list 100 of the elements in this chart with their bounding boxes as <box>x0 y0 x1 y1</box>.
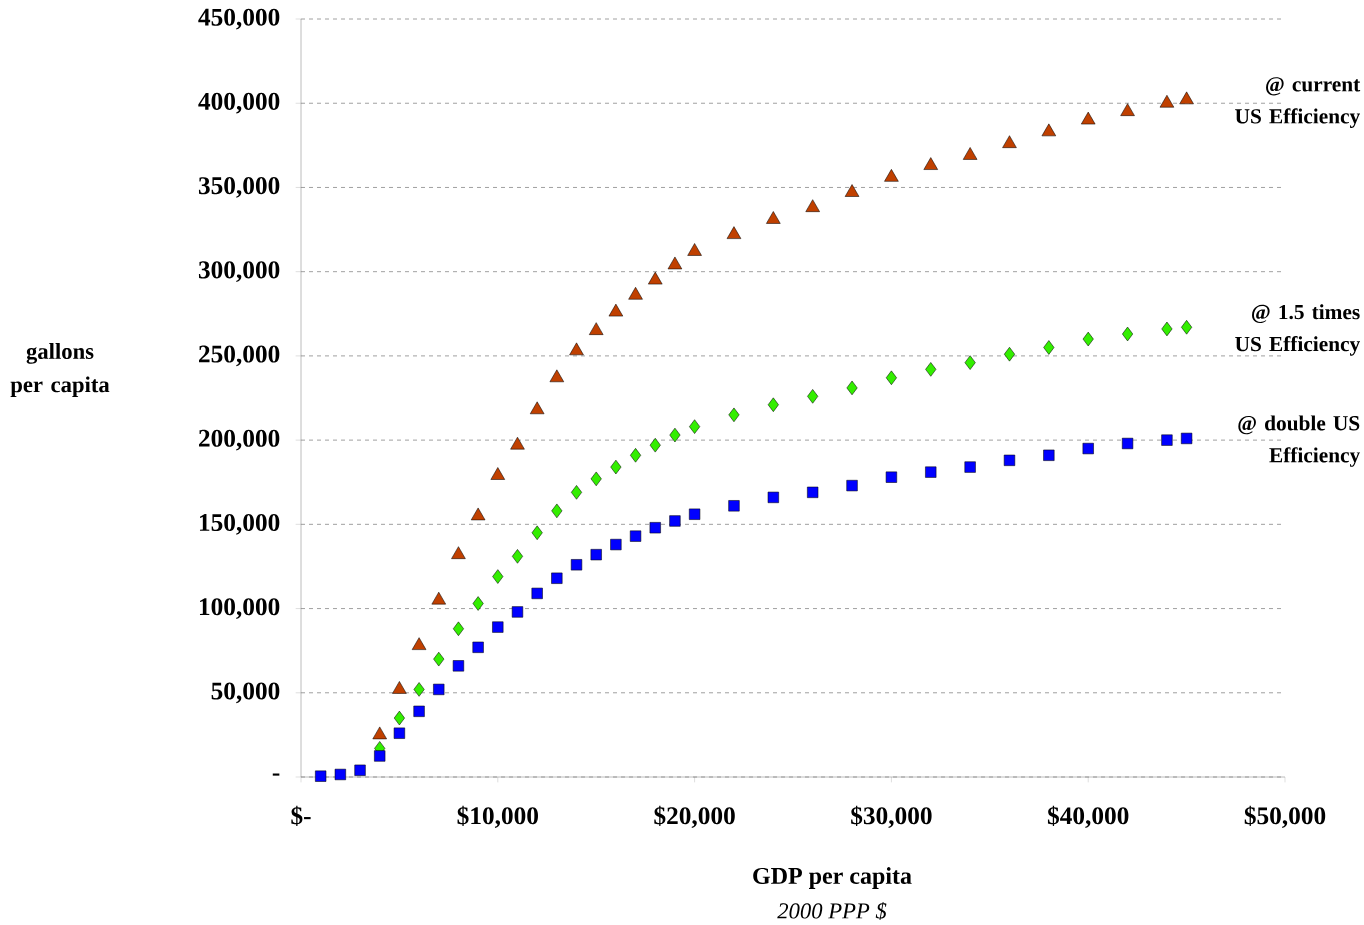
point <box>492 569 504 584</box>
point <box>490 467 505 480</box>
point <box>1122 326 1134 342</box>
point <box>610 459 622 475</box>
point <box>374 750 386 762</box>
point <box>393 710 405 726</box>
point <box>1043 449 1055 461</box>
point <box>964 461 976 473</box>
y-tick-label: 150,000 <box>199 513 280 535</box>
point <box>470 507 486 521</box>
point <box>962 147 978 160</box>
point <box>1004 347 1015 362</box>
point <box>846 480 858 492</box>
point <box>551 503 563 519</box>
point <box>689 508 701 520</box>
point <box>728 500 740 512</box>
point <box>628 286 643 300</box>
point <box>492 621 504 633</box>
point <box>571 485 582 500</box>
y-tick-label: 350,000 <box>198 177 280 198</box>
point <box>529 401 545 415</box>
point <box>923 157 938 170</box>
point <box>472 596 484 611</box>
point <box>885 471 898 483</box>
point <box>925 466 937 478</box>
point <box>1179 91 1194 105</box>
y-tick-label: 50,000 <box>211 682 280 704</box>
point <box>767 397 779 412</box>
point <box>393 727 406 739</box>
y-tick-label: 200,000 <box>199 429 280 451</box>
point <box>1161 321 1173 337</box>
point <box>1041 123 1057 137</box>
point <box>807 486 819 498</box>
point <box>964 355 976 370</box>
point <box>433 683 445 696</box>
point <box>630 448 642 463</box>
point <box>452 621 464 636</box>
point <box>807 389 819 404</box>
point <box>648 271 663 285</box>
point <box>1081 111 1096 125</box>
y-tick-label: 450,000 <box>198 8 280 30</box>
point <box>590 549 602 561</box>
point <box>689 419 701 434</box>
point <box>1120 103 1135 116</box>
x-tick-label: $50,000 <box>1244 805 1326 828</box>
y-tick-label: - <box>272 773 280 776</box>
point <box>433 651 445 667</box>
point <box>726 226 742 239</box>
point <box>767 491 779 503</box>
point <box>472 641 484 653</box>
point <box>334 768 346 781</box>
point <box>925 362 937 377</box>
point <box>451 546 466 559</box>
point <box>510 436 525 450</box>
point <box>531 525 543 540</box>
point <box>629 530 642 542</box>
x-tick-label: $40,000 <box>1047 805 1129 828</box>
x-tick-label: $20,000 <box>654 805 735 828</box>
point <box>884 169 899 182</box>
point <box>413 705 425 717</box>
point <box>1082 442 1094 455</box>
series-label: @ current US Efficiency <box>1235 77 1361 128</box>
y-axis-title: gallons per capita <box>10 343 110 397</box>
point <box>549 369 565 383</box>
point <box>354 764 366 776</box>
point <box>1043 340 1055 355</box>
point <box>1003 454 1016 466</box>
point <box>885 370 897 385</box>
point <box>1181 320 1193 335</box>
text: 2000 PPP $ <box>777 901 887 921</box>
point <box>728 407 740 423</box>
point <box>846 380 858 396</box>
point <box>610 538 622 551</box>
point <box>649 437 661 453</box>
point <box>805 199 820 212</box>
point <box>608 303 624 317</box>
y-tick-label: 250,000 <box>199 345 280 367</box>
y-tick-label: 400,000 <box>198 92 280 114</box>
text: @ 1.5 times US Efficiency <box>1235 304 1360 356</box>
point <box>452 660 465 672</box>
point <box>531 587 543 600</box>
point <box>1002 135 1017 148</box>
point <box>766 211 781 224</box>
point <box>687 243 702 256</box>
point <box>669 515 681 527</box>
point <box>570 559 583 571</box>
point <box>413 682 425 697</box>
y-tick-label: 300,000 <box>198 261 280 283</box>
x-tick-label: $- <box>291 805 311 826</box>
x-tick-label: $10,000 <box>457 805 538 828</box>
point <box>649 522 661 534</box>
y-tick-label: 100,000 <box>199 598 280 619</box>
point <box>589 322 604 335</box>
point <box>1082 331 1094 347</box>
point <box>1121 437 1134 450</box>
point <box>551 572 563 584</box>
point <box>669 427 681 443</box>
x-tick-label: $30,000 <box>851 805 932 828</box>
x-axis-title: GDP per capita <box>753 867 912 889</box>
point <box>844 184 860 197</box>
